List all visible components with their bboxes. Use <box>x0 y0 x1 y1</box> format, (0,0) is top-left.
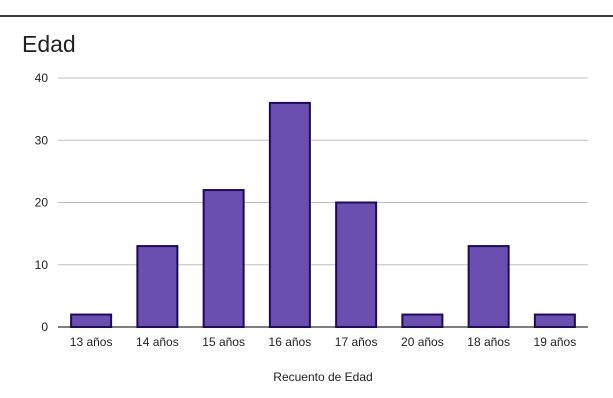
y-tick-label: 20 <box>35 196 49 210</box>
bar-1 <box>70 313 113 328</box>
x-tick-label: 16 años <box>269 335 312 349</box>
x-tick-label: 17 años <box>335 335 378 349</box>
x-tick-label: 14 años <box>136 335 179 349</box>
bars <box>70 101 576 329</box>
bar-4 <box>268 101 311 329</box>
y-tick-label: 10 <box>35 258 49 272</box>
bar-8 <box>533 313 576 328</box>
x-tick-label: 13 años <box>70 335 113 349</box>
x-tick-label: 18 años <box>467 335 510 349</box>
bar-6 <box>401 313 444 328</box>
bar-7 <box>467 245 510 328</box>
bar-5 <box>335 201 378 328</box>
bar-2 <box>136 245 179 328</box>
x-tick-label: 20 años <box>401 335 444 349</box>
x-axis-title: Recuento de Edad <box>273 370 372 384</box>
y-tick-label: 0 <box>41 320 48 334</box>
y-tick-label: 40 <box>35 71 49 85</box>
y-tick-label: 30 <box>35 133 49 147</box>
x-axis-ticks: 13 años 14 años 15 años 16 años 17 años 20 añ… <box>70 335 576 349</box>
x-tick-label: 19 años <box>534 335 577 349</box>
chart-title: Edad <box>22 31 76 57</box>
y-axis-ticks: 0 10 20 30 40 <box>35 71 49 334</box>
top-divider <box>0 15 613 17</box>
bar-3 <box>202 189 245 328</box>
x-tick-label: 15 años <box>202 335 245 349</box>
